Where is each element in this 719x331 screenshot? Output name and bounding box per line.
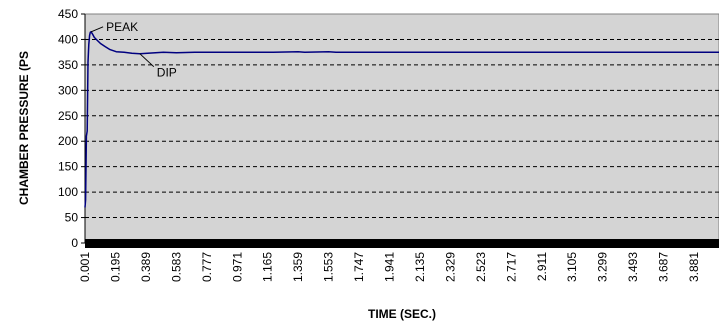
y-tick-label: 400	[58, 32, 78, 46]
series-line	[84, 31, 719, 208]
series-layer	[84, 31, 719, 208]
y-tick-labels: 0 50 100 150 200 250 300 350 400 450	[58, 7, 85, 250]
annotations: PEAK DIP	[90, 20, 177, 80]
annotation-leader	[90, 26, 104, 33]
x-tick-label: 3.687	[657, 252, 671, 282]
grid-lines	[85, 38, 719, 219]
y-tick-label: 100	[58, 185, 78, 199]
x-tick-label: 1.165	[261, 252, 275, 282]
x-tick-label: 1.747	[352, 252, 366, 282]
x-tick-label: 2.329	[443, 252, 457, 282]
y-axis-title: CHAMBER PRESSURE (PS	[17, 51, 31, 205]
y-tick-label: 350	[58, 58, 78, 72]
x-tick-label: 0.583	[169, 252, 183, 282]
x-tick-label: 0.001	[78, 252, 92, 282]
annotation-label: PEAK	[106, 20, 138, 34]
x-tick-label: 3.493	[626, 252, 640, 282]
x-tick-label: 3.105	[565, 252, 579, 282]
x-tick-label: 3.299	[596, 252, 610, 282]
annotation-label: DIP	[157, 66, 177, 80]
x-axis-band	[85, 239, 719, 248]
annotation-leader	[139, 53, 155, 68]
x-tick-label: 2.135	[413, 252, 427, 282]
y-tick-label: 150	[58, 160, 78, 174]
y-tick-label: 0	[71, 236, 78, 250]
x-tick-label: 2.911	[535, 252, 549, 281]
x-tick-label: 0.195	[108, 252, 122, 282]
x-tick-label: 2.523	[474, 252, 488, 282]
x-tick-label: 1.941	[383, 252, 397, 282]
x-tick-labels: 0.001 0.195 0.389 0.583 0.777 0.971 1.165 1.359…	[78, 252, 701, 282]
x-tick-label: 0.971	[230, 252, 244, 282]
x-axis-title: TIME (SEC.)	[368, 307, 436, 321]
x-tick-label: 1.359	[291, 252, 305, 282]
x-tick-label: 0.389	[139, 252, 153, 282]
y-tick-label: 250	[58, 109, 78, 123]
y-tick-label: 200	[58, 134, 78, 148]
y-tick-label: 450	[58, 7, 78, 21]
x-tick-label: 3.881	[687, 252, 701, 282]
x-tick-label: 1.553	[322, 252, 336, 282]
x-tick-label: 0.777	[200, 252, 214, 282]
y-tick-label: 50	[65, 211, 79, 225]
plot-area	[84, 13, 719, 244]
y-tick-label: 300	[58, 83, 78, 97]
x-tick-label: 2.717	[504, 252, 518, 282]
